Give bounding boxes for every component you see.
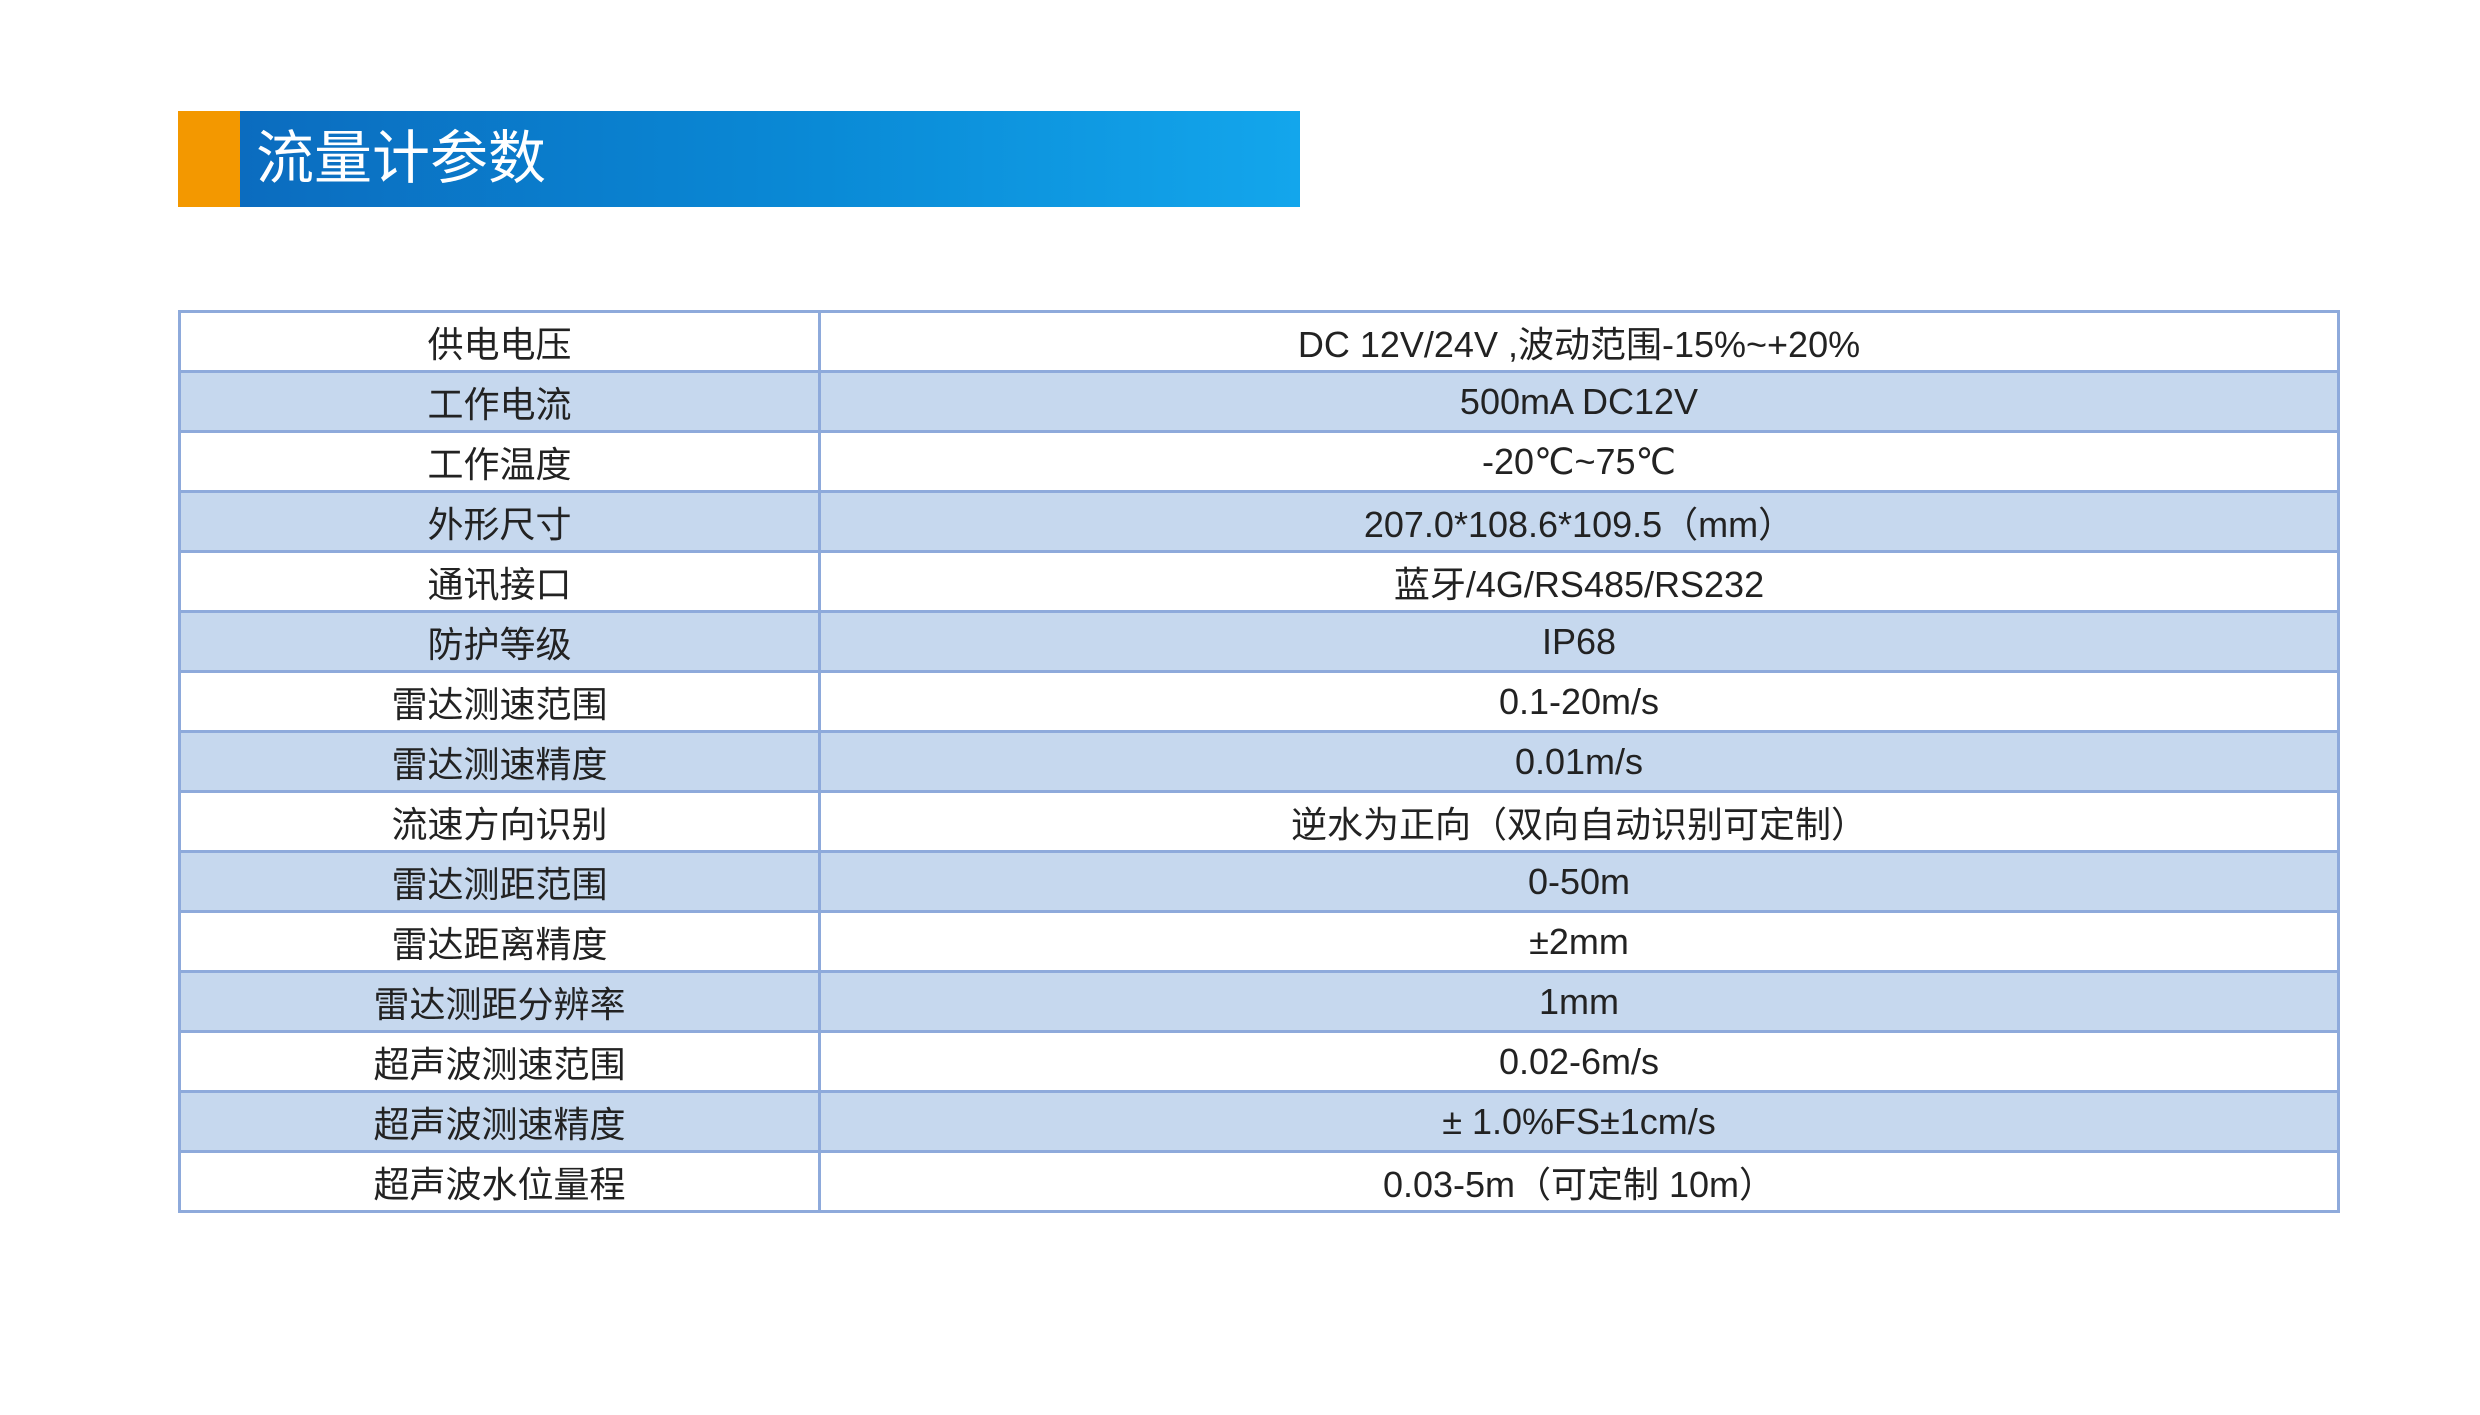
spec-value: 0-50m — [818, 850, 2340, 913]
spec-label: 超声波测速范围 — [178, 1030, 821, 1093]
spec-row: 通讯接口 蓝牙/4G/RS485/RS232 — [178, 550, 2340, 613]
spec-label: 供电电压 — [178, 310, 821, 373]
spec-value: -20℃~75℃ — [818, 430, 2340, 493]
header-accent — [178, 111, 240, 207]
spec-value: DC 12V/24V ,波动范围-15%~+20% — [818, 310, 2340, 373]
spec-row: 雷达距离精度 ±2mm — [178, 910, 2340, 973]
spec-value: 逆水为正向（双向自动识别可定制） — [818, 790, 2340, 853]
spec-row: 超声波测速精度 ± 1.0%FS±1cm/s — [178, 1090, 2340, 1153]
spec-row: 流速方向识别 逆水为正向（双向自动识别可定制） — [178, 790, 2340, 853]
header-title: 流量计参数 — [256, 126, 547, 191]
header-bar — [240, 111, 1300, 207]
spec-row: 雷达测距分辨率 1mm — [178, 970, 2340, 1033]
spec-row: 工作电流 500mA DC12V — [178, 370, 2340, 433]
spec-row: 雷达测速范围 0.1-20m/s — [178, 670, 2340, 733]
spec-row: 防护等级 IP68 — [178, 610, 2340, 673]
spec-label: 工作电流 — [178, 370, 821, 433]
spec-row: 雷达测速精度 0.01m/s — [178, 730, 2340, 793]
spec-row: 超声波水位量程 0.03-5m（可定制 10m） — [178, 1150, 2340, 1213]
spec-label: 雷达测速范围 — [178, 670, 821, 733]
spec-label: 通讯接口 — [178, 550, 821, 613]
spec-label: 超声波水位量程 — [178, 1150, 821, 1213]
spec-value: 0.03-5m（可定制 10m） — [818, 1150, 2340, 1213]
spec-value: 1mm — [818, 970, 2340, 1033]
spec-label: 雷达测距分辨率 — [178, 970, 821, 1033]
spec-value: 0.01m/s — [818, 730, 2340, 793]
spec-label: 外形尺寸 — [178, 490, 821, 553]
spec-value: ± 1.0%FS±1cm/s — [818, 1090, 2340, 1153]
spec-row: 供电电压 DC 12V/24V ,波动范围-15%~+20% — [178, 310, 2340, 373]
spec-label: 工作温度 — [178, 430, 821, 493]
spec-row: 雷达测距范围 0-50m — [178, 850, 2340, 913]
spec-row: 外形尺寸 207.0*108.6*109.5（mm） — [178, 490, 2340, 553]
spec-table: 供电电压 DC 12V/24V ,波动范围-15%~+20% 工作电流 500mA D… — [178, 310, 2340, 1213]
spec-value: IP68 — [818, 610, 2340, 673]
spec-label: 雷达距离精度 — [178, 910, 821, 973]
spec-label: 超声波测速精度 — [178, 1090, 821, 1153]
spec-row: 超声波测速范围 0.02-6m/s — [178, 1030, 2340, 1093]
spec-value: 500mA DC12V — [818, 370, 2340, 433]
spec-row: 工作温度 -20℃~75℃ — [178, 430, 2340, 493]
spec-value: 蓝牙/4G/RS485/RS232 — [818, 550, 2340, 613]
spec-label: 雷达测速精度 — [178, 730, 821, 793]
spec-label: 雷达测距范围 — [178, 850, 821, 913]
spec-label: 流速方向识别 — [178, 790, 821, 853]
spec-label: 防护等级 — [178, 610, 821, 673]
spec-value: 0.02-6m/s — [818, 1030, 2340, 1093]
spec-value: ±2mm — [818, 910, 2340, 973]
spec-value: 0.1-20m/s — [818, 670, 2340, 733]
spec-value: 207.0*108.6*109.5（mm） — [818, 490, 2340, 553]
